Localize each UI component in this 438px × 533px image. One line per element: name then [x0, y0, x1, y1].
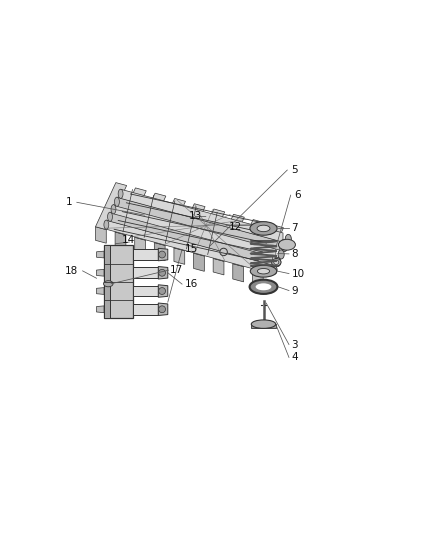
Text: 16: 16 — [184, 279, 198, 289]
Polygon shape — [154, 198, 185, 246]
Ellipse shape — [258, 269, 270, 274]
Polygon shape — [158, 285, 168, 297]
Text: 7: 7 — [291, 223, 298, 233]
Polygon shape — [158, 266, 168, 279]
Text: 6: 6 — [295, 190, 301, 200]
Text: 3: 3 — [291, 340, 298, 350]
Ellipse shape — [271, 265, 277, 274]
Ellipse shape — [159, 288, 166, 294]
Ellipse shape — [250, 265, 277, 277]
Polygon shape — [233, 264, 244, 282]
Text: 4: 4 — [291, 352, 298, 362]
Text: 1: 1 — [66, 197, 72, 207]
Polygon shape — [95, 227, 106, 243]
Polygon shape — [213, 214, 244, 261]
Polygon shape — [133, 286, 158, 296]
Ellipse shape — [111, 205, 116, 214]
Text: 17: 17 — [170, 265, 184, 275]
Ellipse shape — [272, 259, 281, 266]
Polygon shape — [154, 243, 165, 261]
Ellipse shape — [251, 320, 276, 328]
Text: 13: 13 — [189, 211, 202, 221]
Polygon shape — [96, 251, 104, 258]
Polygon shape — [120, 189, 283, 242]
Polygon shape — [233, 220, 264, 266]
Ellipse shape — [285, 235, 291, 244]
Polygon shape — [174, 204, 205, 251]
Polygon shape — [95, 183, 127, 230]
Polygon shape — [117, 197, 279, 250]
Polygon shape — [158, 248, 168, 261]
Polygon shape — [96, 269, 104, 276]
Text: 12: 12 — [229, 222, 242, 232]
Polygon shape — [133, 249, 158, 260]
Polygon shape — [135, 193, 166, 240]
Ellipse shape — [279, 239, 295, 250]
Ellipse shape — [159, 251, 166, 258]
Ellipse shape — [104, 220, 109, 229]
Polygon shape — [158, 303, 168, 316]
Polygon shape — [133, 304, 158, 314]
Ellipse shape — [280, 239, 289, 250]
Polygon shape — [110, 212, 272, 265]
Polygon shape — [133, 268, 158, 278]
Ellipse shape — [274, 260, 279, 264]
Ellipse shape — [103, 281, 113, 287]
Polygon shape — [115, 188, 146, 235]
Ellipse shape — [159, 269, 166, 276]
Polygon shape — [96, 288, 104, 294]
Ellipse shape — [278, 250, 284, 259]
Ellipse shape — [275, 257, 281, 266]
Polygon shape — [213, 259, 224, 275]
Polygon shape — [106, 220, 269, 273]
Polygon shape — [115, 232, 126, 250]
Ellipse shape — [118, 189, 123, 198]
Ellipse shape — [250, 222, 277, 235]
Text: 15: 15 — [184, 245, 198, 254]
Polygon shape — [251, 324, 276, 328]
Ellipse shape — [255, 282, 272, 291]
Polygon shape — [252, 225, 283, 272]
Polygon shape — [135, 237, 145, 254]
Ellipse shape — [108, 212, 113, 221]
Polygon shape — [252, 269, 263, 286]
Text: 18: 18 — [65, 266, 78, 276]
Polygon shape — [174, 248, 185, 264]
Ellipse shape — [114, 197, 120, 206]
Ellipse shape — [220, 248, 227, 256]
Text: 14: 14 — [122, 235, 135, 245]
Polygon shape — [194, 209, 225, 256]
Text: 8: 8 — [291, 249, 298, 259]
Polygon shape — [113, 205, 276, 257]
Ellipse shape — [282, 243, 288, 252]
Polygon shape — [104, 245, 133, 318]
Polygon shape — [194, 253, 205, 271]
Text: 10: 10 — [291, 269, 304, 279]
Text: 5: 5 — [291, 165, 298, 175]
Ellipse shape — [159, 306, 166, 313]
Polygon shape — [96, 306, 104, 313]
Ellipse shape — [250, 280, 277, 294]
Text: 9: 9 — [291, 286, 298, 296]
Polygon shape — [104, 245, 110, 318]
Ellipse shape — [282, 241, 287, 248]
Ellipse shape — [257, 225, 270, 232]
